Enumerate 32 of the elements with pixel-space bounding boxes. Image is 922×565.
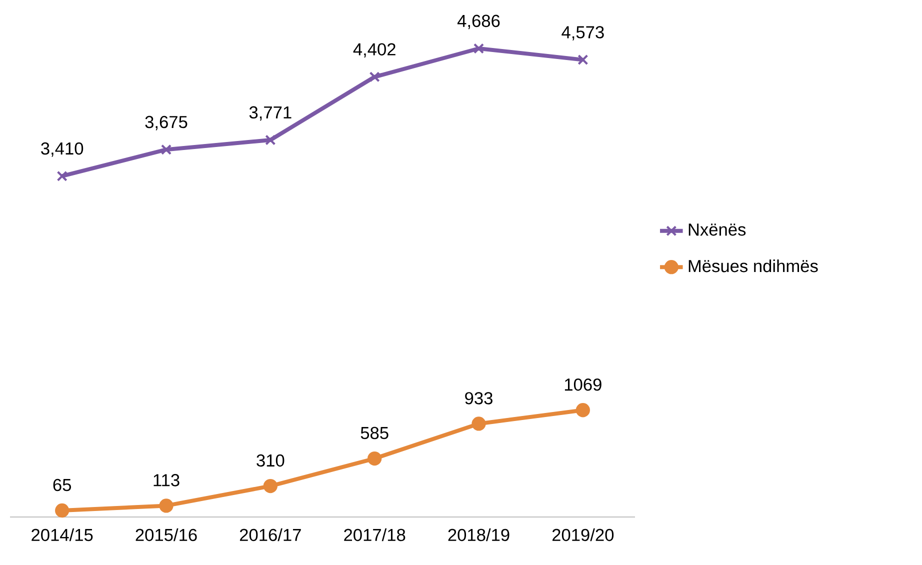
point (159, 498, 174, 513)
point (576, 403, 590, 418)
legend-label: Mësues ndihmës (688, 259, 818, 272)
x-tick-label: 2019/20 (552, 528, 614, 542)
x-tick-label: 2018/19 (448, 528, 510, 542)
x-tick-label: 2017/18 (344, 528, 406, 542)
legend-label: Nxënës (688, 224, 746, 236)
data-label: 3,771 (249, 106, 292, 121)
data-label: 113 (154, 474, 180, 486)
data-label: 585 (360, 426, 388, 440)
data-label: 933 (465, 392, 492, 404)
data-label: 3,410 (41, 142, 84, 157)
point (263, 478, 278, 494)
point (56, 170, 68, 182)
point (369, 72, 380, 82)
point (473, 43, 484, 54)
x-tick-label: 2014/15 (32, 528, 93, 542)
point (55, 503, 70, 518)
point (160, 144, 172, 155)
x-tick-label: 2015/16 (136, 528, 197, 542)
data-label: 4,402 (353, 43, 396, 58)
data-label: 4,686 (457, 14, 500, 30)
x-tick-label: 2016/17 (240, 528, 301, 542)
point (578, 54, 588, 66)
data-label: 4,573 (562, 26, 604, 40)
point (368, 451, 382, 466)
data-label: 3,675 (145, 116, 188, 130)
data-label: 310 (256, 454, 284, 467)
data-label: 1069 (564, 378, 602, 391)
point (265, 134, 276, 146)
point (472, 416, 486, 431)
data-label: 65 (53, 478, 71, 492)
